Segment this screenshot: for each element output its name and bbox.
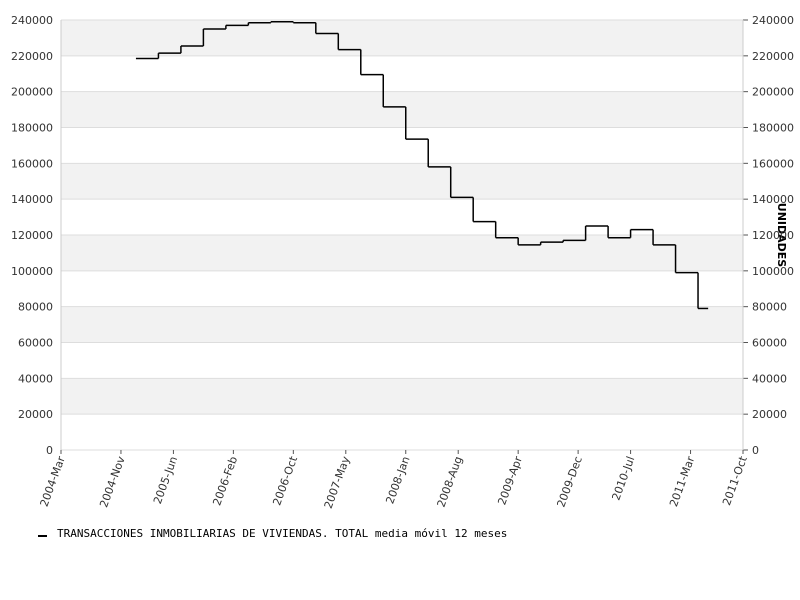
x-tick-label: 2006-Oct [270,454,300,507]
y-tick-label: 40000 [18,372,53,385]
x-tick-label: 2011-Oct [720,454,750,507]
x-tick-label: 2006-Feb [210,455,240,508]
band [61,306,743,343]
y2-axis-label: UNIDADES [775,203,788,268]
y2-tick-label: 0 [752,444,759,457]
band [61,20,743,56]
x-tick-label: 2004-Nov [97,454,128,509]
x-tick-label: 2010-Jul [610,455,638,503]
band [61,163,743,200]
y2-tick-label: 140000 [752,193,794,206]
y2-tick-label: 60000 [752,337,787,350]
y-tick-label: 120000 [11,229,53,242]
x-tick-label: 2007-May [322,454,353,510]
bands [61,20,743,415]
x-tick-label: 2005-Jun [151,455,180,506]
y2-tick-label: 80000 [752,301,787,314]
y-tick-label: 20000 [18,408,53,421]
x-tick-label: 2008-Jan [383,455,412,506]
y2-tick-label: 20000 [752,408,787,421]
x-tick-label: 2011-Mar [667,454,697,508]
y2-tick-label: 120000 [752,229,794,242]
legend-label: TRANSACCIONES INMOBILIARIAS DE VIVIENDAS… [57,527,507,540]
y2-tick-label: 240000 [752,14,794,27]
y2-tick-label: 180000 [752,122,794,135]
y-tick-label: 100000 [11,265,53,278]
y-tick-label: 140000 [11,193,53,206]
y-tick-label: 180000 [11,122,53,135]
x-tick-label: 2009-Dec [555,455,585,509]
y2-tick-label: 160000 [752,157,794,170]
y2-tick-label: 220000 [752,50,794,63]
y-tick-label: 80000 [18,301,53,314]
x-tick-label: 2004-Mar [38,454,68,508]
x-tick-label: 2008-Aug [435,455,465,509]
x-tick-label: 2009-Apr [495,454,525,507]
y2-tick-label: 40000 [752,372,787,385]
band [61,91,743,128]
band [61,235,743,271]
y-tick-label: 240000 [11,14,53,27]
y-tick-label: 200000 [11,86,53,99]
y2-tick-label: 100000 [752,265,794,278]
band [61,378,743,415]
y-tick-label: 220000 [11,50,53,63]
y2-tick-label: 200000 [752,86,794,99]
y-tick-label: 160000 [11,157,53,170]
y-tick-label: 60000 [18,337,53,350]
y-tick-label: 0 [46,444,53,457]
